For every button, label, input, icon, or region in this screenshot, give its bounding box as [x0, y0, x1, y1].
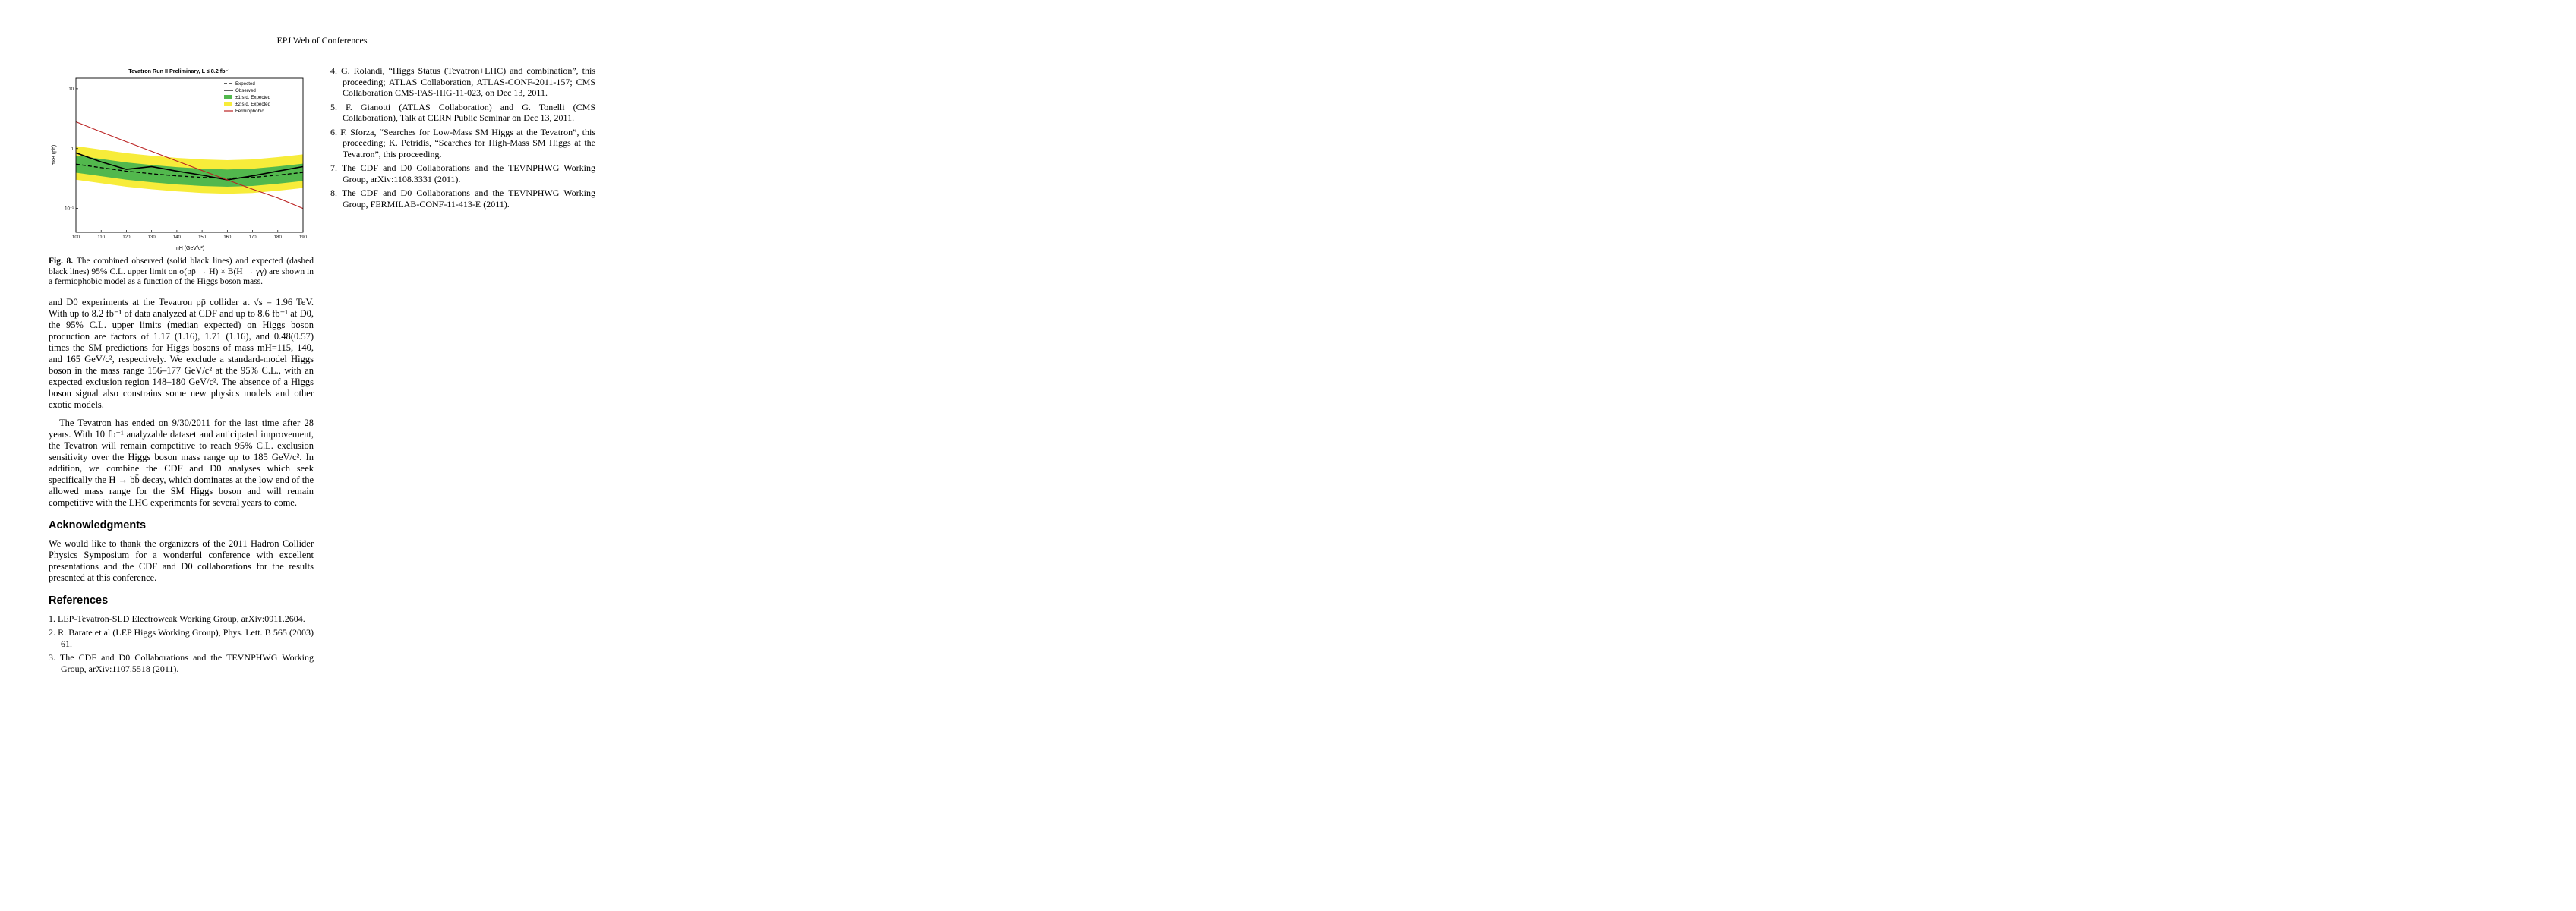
acknowledgments-paragraph: We would like to thank the organizers of…: [49, 537, 314, 583]
reference-item: 5. F. Gianotti (ATLAS Collaboration) and…: [330, 101, 595, 124]
reference-item: 2. R. Barate et al (LEP Higgs Working Gr…: [49, 627, 314, 649]
figure-8-plot: 100 110 120 130 140 150 160 170 180 19010⁻¹110mH …: [52, 68, 308, 251]
svg-text:Tevatron Run II Preliminary, L: Tevatron Run II Preliminary, L ≤ 8.2 fb⁻…: [128, 68, 230, 74]
svg-text:100: 100: [72, 235, 80, 240]
svg-text:Observed: Observed: [235, 88, 256, 93]
reference-item: 7. The CDF and D0 Collaborations and the…: [330, 162, 595, 184]
figure-8-caption: Fig. 8. The combined observed (solid bla…: [49, 257, 314, 286]
svg-text:10⁻¹: 10⁻¹: [65, 207, 74, 212]
reference-item: 6. F. Sforza, “Searches for Low-Mass SM …: [330, 126, 595, 159]
reference-item: 4. G. Rolandi, “Higgs Status (Tevatron+L…: [330, 65, 595, 98]
svg-text:140: 140: [173, 235, 182, 240]
svg-text:1: 1: [71, 147, 74, 152]
figure-8: 100 110 120 130 140 150 160 170 180 190 10⁻¹ 1 10 mH …: [49, 65, 314, 288]
reference-item: 3. The CDF and D0 Collaborations and the…: [49, 652, 314, 674]
page-4: EPJ Web of Conferences 100 110 120 130 140 15…: [0, 0, 644, 911]
conclusion-paragraph-1: and D0 experiments at the Tevatron pp̄ c…: [49, 296, 314, 410]
references-heading: References: [49, 594, 109, 607]
reference-item: 1. LEP-Tevatron-SLD Electroweak Working …: [49, 613, 305, 624]
conclusion-paragraph-2: The Tevatron has ended on 9/30/2011 for …: [49, 417, 314, 508]
svg-text:120: 120: [122, 235, 131, 240]
svg-text:180: 180: [274, 235, 283, 240]
reference-item: 8. The CDF and D0 Collaborations and the…: [330, 188, 595, 210]
svg-text:150: 150: [198, 235, 207, 240]
svg-text:190: 190: [299, 235, 308, 240]
svg-text:130: 130: [148, 235, 156, 240]
svg-text:Expected: Expected: [235, 81, 255, 87]
figure-8-label: Fig. 8.: [49, 257, 74, 266]
svg-text:10: 10: [68, 87, 74, 92]
acknowledgments-heading: Acknowledgments: [49, 519, 147, 531]
running-header: EPJ Web of Conferences: [276, 35, 368, 46]
references-list-2: 4. G. Rolandi, “Higgs Status (Tevatron+L…: [330, 65, 595, 210]
page4-column-1: 100 110 120 130 140 150 160 170 180 190 10⁻¹ 1 10 mH …: [49, 65, 314, 677]
svg-text:170: 170: [249, 235, 257, 240]
svg-text:±2 s.d. Expected: ±2 s.d. Expected: [235, 102, 271, 107]
page4-column-2: 4. G. Rolandi, “Higgs Status (Tevatron+L…: [330, 65, 595, 677]
svg-text:110: 110: [97, 235, 105, 240]
svg-text:±1 s.d. Expected: ±1 s.d. Expected: [235, 95, 271, 100]
svg-text:σ×B (pb): σ×B (pb): [52, 145, 57, 165]
svg-text:Fermiophobic: Fermiophobic: [235, 109, 264, 114]
svg-text:160: 160: [223, 235, 232, 240]
references-list-1: 1. LEP-Tevatron-SLD Electroweak Working …: [49, 613, 314, 675]
svg-text:mH (GeV/c²): mH (GeV/c²): [175, 246, 204, 251]
